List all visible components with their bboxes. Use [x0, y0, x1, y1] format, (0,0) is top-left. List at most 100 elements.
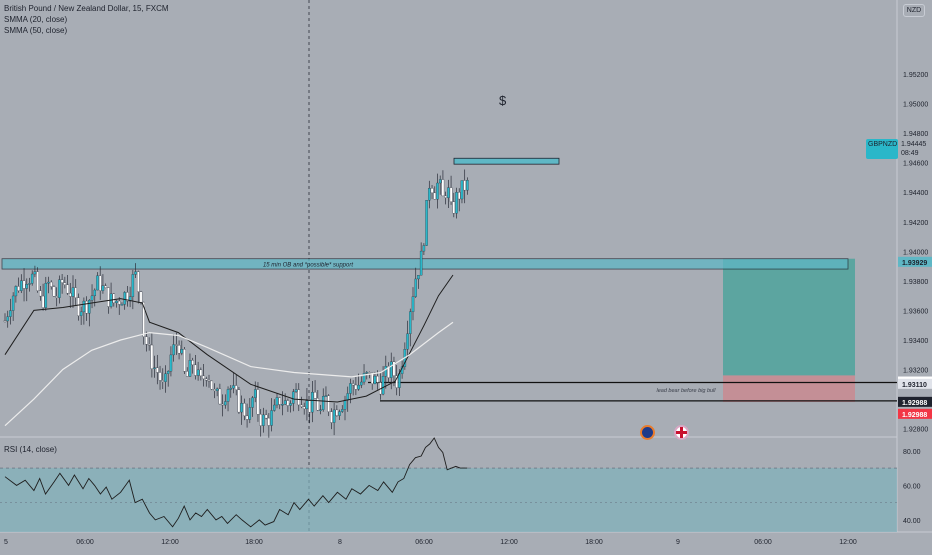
- candle-bull: [414, 278, 417, 297]
- candle-bull: [240, 403, 243, 413]
- candle-bear: [286, 400, 290, 406]
- candle-bull: [93, 289, 97, 297]
- time-tick-label: 06:00: [754, 539, 772, 546]
- candle-bull: [411, 296, 415, 312]
- candle-bull: [343, 399, 347, 410]
- candle-bull: [273, 404, 276, 411]
- candle-bull: [6, 316, 9, 322]
- price-tick-label: 1.94600: [903, 161, 928, 168]
- candle-bull: [319, 409, 322, 411]
- price-tick-label: 1.92800: [903, 427, 928, 434]
- level-tag-bg: [898, 408, 932, 419]
- candle-bear: [104, 285, 107, 288]
- candle-bull: [365, 372, 369, 374]
- price-tick-label: 1.95200: [903, 72, 928, 79]
- level-tag-label: 1.93110: [902, 382, 927, 389]
- candle-bear: [313, 392, 317, 399]
- price-tick-label: 1.94800: [903, 131, 928, 138]
- price-tag-value: 1.94445: [901, 141, 927, 148]
- candle-bull: [134, 271, 137, 275]
- candle-bull: [96, 275, 99, 291]
- candle-bull: [270, 410, 273, 426]
- support-zone-label: 15 min OB and *possible* support: [263, 262, 353, 268]
- price-tick-label: 1.93800: [903, 279, 928, 286]
- candle-bear: [147, 344, 151, 346]
- symbol-title[interactable]: British Pound / New Zealand Dollar, 15, …: [4, 4, 169, 13]
- price-tick-label: 1.93400: [903, 338, 928, 345]
- candle-bear: [55, 296, 58, 298]
- candle-bear: [3, 320, 7, 322]
- candle-bull: [47, 281, 50, 284]
- level-tag-bg: [898, 378, 932, 389]
- candle-bear: [441, 179, 445, 197]
- price-tick-label: 1.93200: [903, 368, 928, 375]
- candle-bull: [292, 391, 295, 404]
- candle-bear: [202, 375, 205, 380]
- indicator-smma-20[interactable]: SMMA (20, close): [4, 15, 68, 24]
- candle-bear: [112, 293, 116, 304]
- candle-bull: [82, 300, 86, 313]
- time-tick-label: 8: [338, 539, 342, 546]
- candle-bull: [389, 361, 393, 378]
- candle-bull: [406, 333, 409, 350]
- candle-bull: [232, 385, 235, 389]
- candle-bear: [256, 389, 260, 415]
- candle-bull: [58, 279, 61, 298]
- candle-bull: [79, 311, 83, 316]
- rsi-legend[interactable]: RSI (14, close): [4, 445, 57, 454]
- candle-bear: [194, 364, 197, 376]
- candle-bear: [264, 414, 268, 419]
- candle-bear: [142, 301, 145, 337]
- level-tag-label: 1.92988: [902, 400, 927, 407]
- candle-bull: [360, 381, 363, 386]
- dollar-zone: [453, 157, 560, 165]
- flag-nz-icon[interactable]: [640, 425, 655, 440]
- flag-uk-icon[interactable]: [674, 425, 689, 440]
- candle-bull: [362, 373, 366, 383]
- currency-badge[interactable]: NZD: [903, 4, 925, 17]
- candle-bear: [98, 275, 102, 291]
- candle-bear: [85, 300, 88, 314]
- candle-bear: [49, 281, 53, 287]
- candle-bear: [139, 291, 143, 303]
- candle-bull: [283, 400, 287, 405]
- rsi-tick-label: 40.00: [903, 518, 921, 525]
- candle-bear: [234, 385, 238, 390]
- candle-bear: [150, 344, 154, 369]
- candle-bull: [346, 393, 349, 401]
- price-tick-label: 1.93600: [903, 308, 928, 315]
- price-tag: [866, 139, 898, 159]
- candle-bull: [188, 360, 192, 377]
- candle-bear: [207, 380, 211, 382]
- candle-bear: [205, 378, 208, 381]
- candle-bear: [278, 397, 281, 405]
- candle-bear: [237, 389, 241, 413]
- candle-bull: [409, 311, 412, 334]
- candle-bull: [229, 387, 233, 390]
- candle-bear: [74, 287, 77, 298]
- candle-bull: [466, 180, 469, 191]
- candle-bear: [457, 192, 461, 200]
- candle-bear: [36, 271, 39, 291]
- candle-bull: [428, 188, 431, 201]
- candle-bear: [243, 403, 246, 417]
- candle-bull: [131, 274, 135, 297]
- candle-bear: [39, 290, 42, 297]
- candle-bull: [226, 389, 230, 402]
- candle-bear: [77, 297, 80, 316]
- support-zone: [1, 258, 849, 270]
- smma-50-line: [4, 321, 454, 427]
- candle-bull: [294, 389, 298, 392]
- candle-bull: [28, 283, 31, 285]
- time-tick-label: 18:00: [585, 539, 603, 546]
- candle-bull: [123, 292, 126, 305]
- rsi-axis: 80.00 60.00 40.00: [903, 449, 921, 525]
- candle-bear: [302, 406, 306, 410]
- candle-bull: [357, 384, 360, 390]
- candle-bull: [305, 400, 309, 410]
- indicator-smma-50[interactable]: SMMA (50, close): [4, 26, 68, 35]
- candle-bull: [44, 283, 48, 308]
